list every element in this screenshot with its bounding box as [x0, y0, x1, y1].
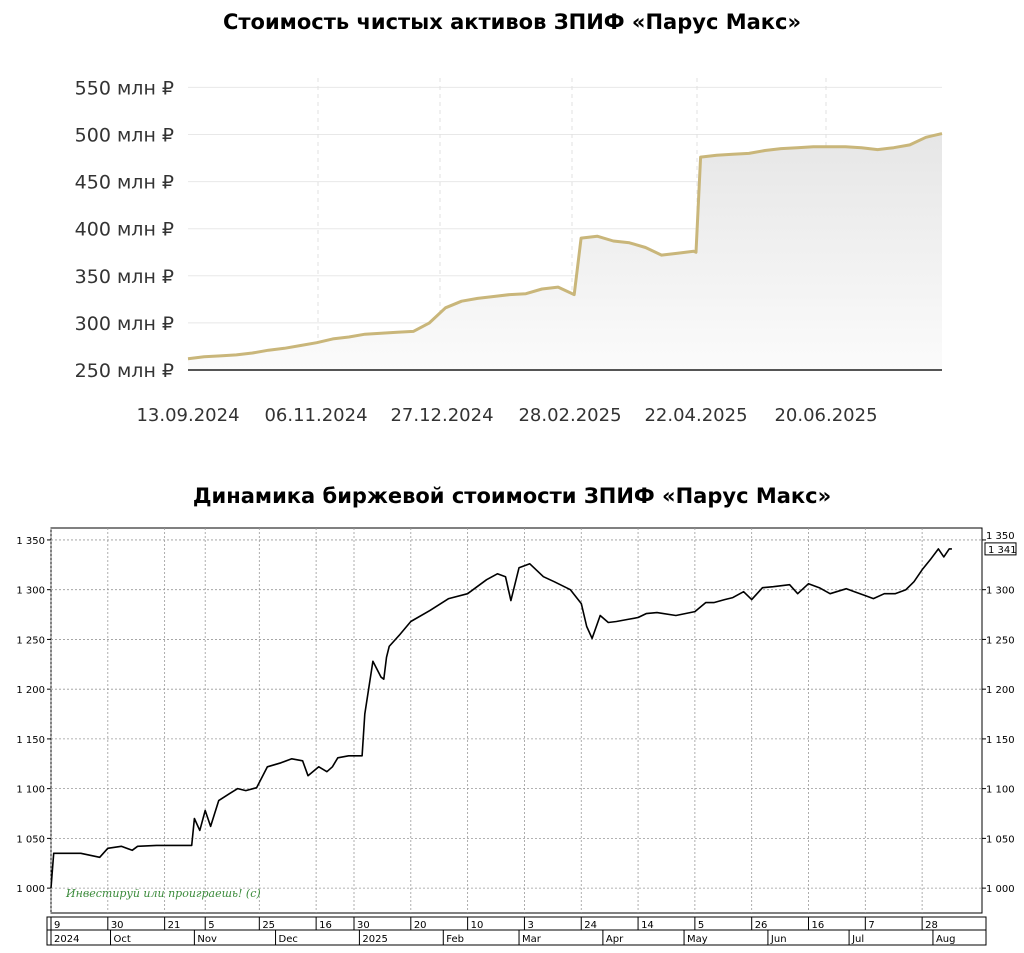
y-tick-label-left: 1 000 [16, 884, 45, 895]
x-month-label: Oct [114, 934, 131, 945]
y-tick-label-right: 1 250 [986, 635, 1015, 646]
y-tick-label-right-top: 1 350 [986, 531, 1015, 542]
x-day-label: 25 [262, 920, 275, 931]
x-day-label: 3 [527, 920, 533, 931]
x-month-label: Jun [770, 934, 787, 945]
nav-series-line [187, 132, 943, 361]
x-day-label: 30 [111, 920, 124, 931]
y-tick-label-left: 1 100 [16, 785, 45, 796]
y-tick-label-right: 1 300 [986, 586, 1015, 597]
x-tick-label: 20.06.2025 [774, 405, 877, 426]
x-day-label: 14 [641, 920, 654, 931]
last-value-label: 1 341 [988, 545, 1017, 556]
x-day-label: 20 [414, 920, 427, 931]
nav-chart: 250 млн ₽ 300 млн ₽ 350 млн ₽ 400 млн ₽ 450 … [75, 77, 943, 426]
y-tick-label-left: 1 250 [16, 635, 45, 646]
x-day-label: 28 [925, 920, 938, 931]
x-day-label: 7 [868, 920, 874, 931]
x-month-label: Aug [936, 934, 956, 945]
x-day-label: 24 [584, 920, 597, 931]
x-day-label: 16 [812, 920, 825, 931]
x-day-label: 5 [698, 920, 704, 931]
y-tick-label-right: 1 050 [986, 834, 1015, 845]
x-tick-label: 28.02.2025 [518, 405, 621, 426]
y-tick-label: 250 млн ₽ [75, 360, 174, 382]
y-tick-label-left: 1 150 [16, 735, 45, 746]
x-month-label: Dec [279, 934, 298, 945]
y-tick-label-right: 1 000 [986, 884, 1015, 895]
y-tick-label: 500 млн ₽ [75, 125, 174, 147]
y-tick-label-left: 1 200 [16, 685, 45, 696]
x-tick-label: 13.09.2024 [136, 405, 239, 426]
y-tick-label-right: 1 150 [986, 735, 1015, 746]
y-tick-label: 550 млн ₽ [75, 77, 174, 99]
time-axis-panel [46, 916, 987, 946]
x-day-label: 30 [357, 920, 370, 931]
x-month-label: 2024 [54, 934, 79, 945]
x-day-label: 21 [168, 920, 181, 931]
x-tick-label: 27.12.2024 [390, 405, 493, 426]
y-tick-label-left: 1 300 [16, 586, 45, 597]
x-day-label: 10 [471, 920, 484, 931]
x-month-label: May [687, 934, 708, 945]
x-day-label: 9 [54, 920, 60, 931]
x-month-label: Jul [851, 934, 864, 945]
price-series-line [50, 548, 952, 889]
y-tick-label: 450 млн ₽ [75, 172, 174, 194]
x-month-label: Mar [522, 934, 542, 945]
x-day-label: 16 [319, 920, 332, 931]
x-day-label: 5 [208, 920, 214, 931]
last-value-box [984, 542, 1017, 556]
x-month-label: Nov [197, 934, 217, 945]
y-tick-label: 300 млн ₽ [75, 313, 174, 335]
x-tick-label: 06.11.2024 [264, 405, 367, 426]
y-tick-label-right: 1 100 [986, 785, 1015, 796]
price-chart-title: Динамика биржевой стоимости ЗПИФ «Парус … [192, 484, 832, 508]
nav-area-fill [188, 133, 942, 370]
y-tick-label-left: 1 050 [16, 834, 45, 845]
x-day-label: 26 [755, 920, 768, 931]
x-month-label: Feb [446, 934, 464, 945]
nav-chart-title: Стоимость чистых активов ЗПИФ «Парус Мак… [222, 10, 802, 34]
x-month-label: Apr [606, 934, 624, 945]
y-tick-label: 400 млн ₽ [75, 219, 174, 241]
plot-frame [50, 527, 983, 914]
x-month-label: 2025 [362, 934, 387, 945]
y-tick-label: 350 млн ₽ [75, 266, 174, 288]
y-tick-label-right: 1 200 [986, 685, 1015, 696]
watermark-text: Инвестируй или проиграешь! (c) [65, 887, 261, 900]
y-tick-label-left: 1 350 [16, 536, 45, 547]
x-tick-label: 22.04.2025 [644, 405, 747, 426]
